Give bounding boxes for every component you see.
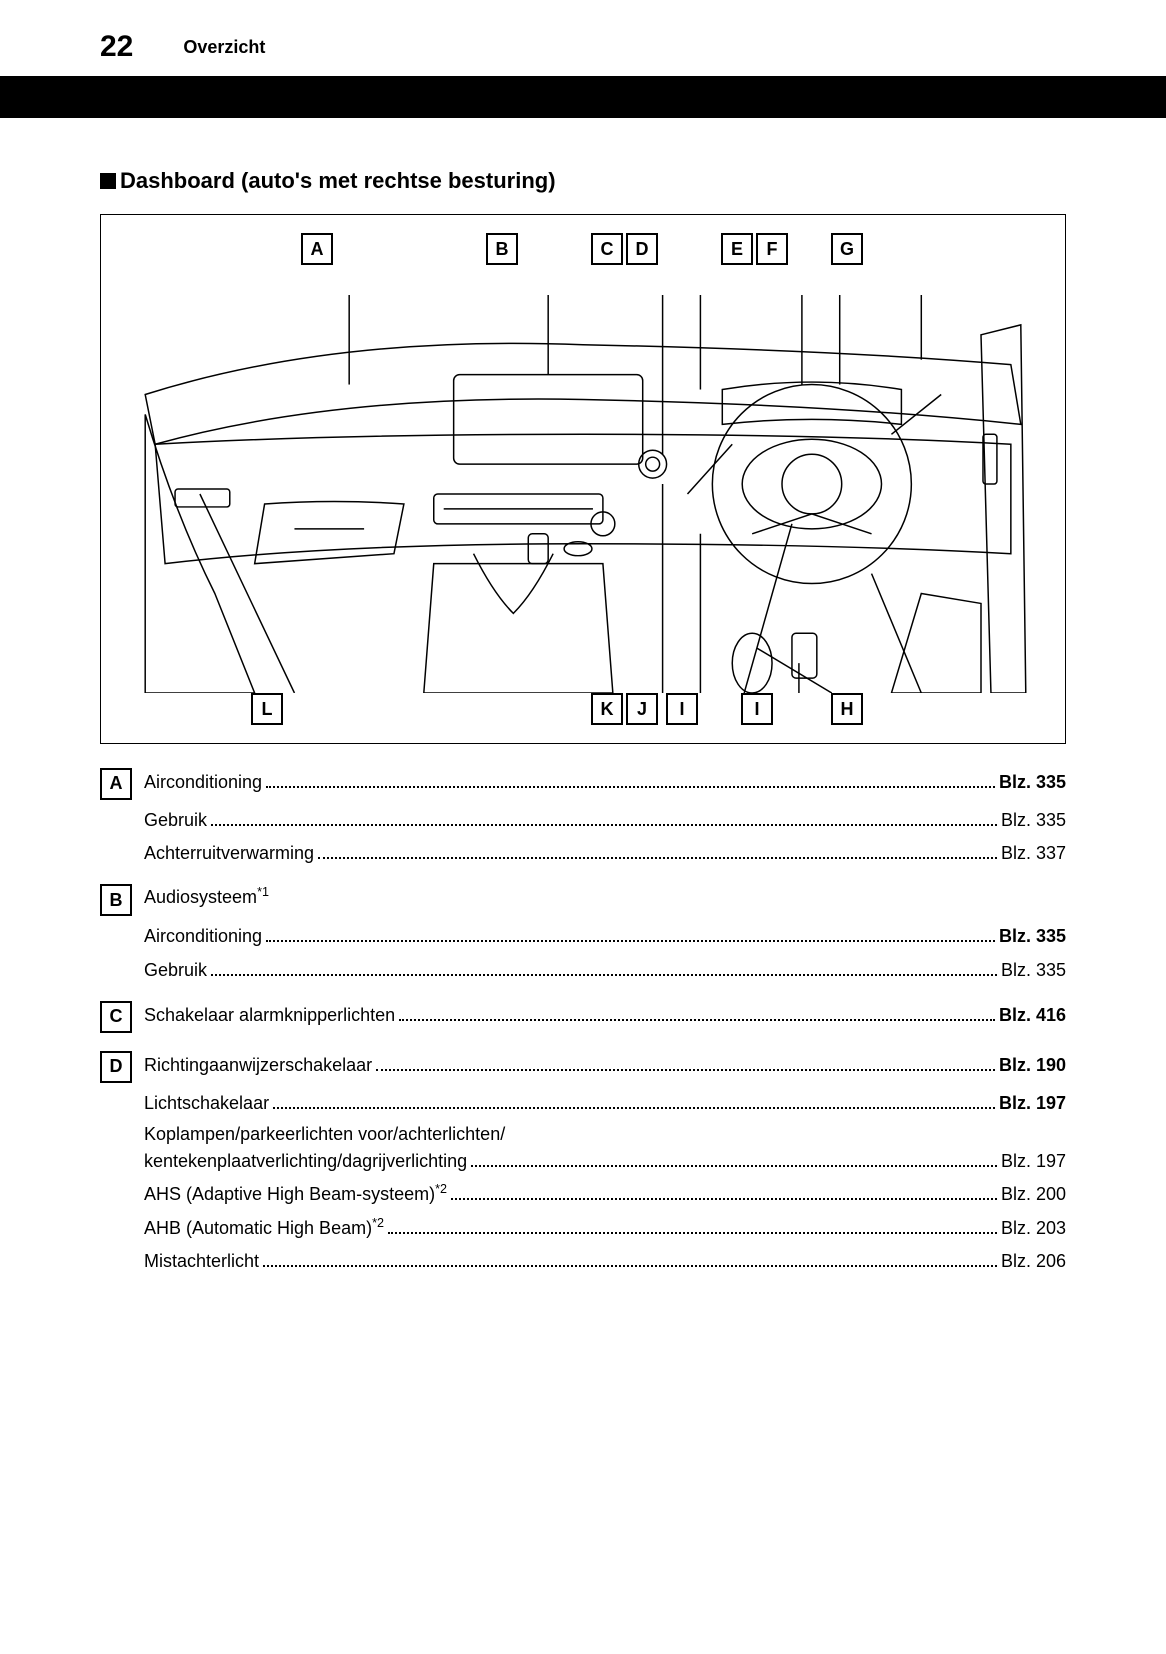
letter-box-b: B xyxy=(100,884,132,916)
index-entry: C Schakelaar alarmknipperlichten Blz. 416 xyxy=(100,1001,1066,1033)
page-ref: Blz. 335 xyxy=(1001,958,1066,983)
index-entry: Koplampen/parkeerlichten voor/achterlich… xyxy=(100,1122,1066,1174)
entry-name: Gebruik xyxy=(144,958,207,983)
callout-h-b5: H xyxy=(831,693,863,725)
leader-dots xyxy=(376,1051,995,1071)
callout-l-b0: L xyxy=(251,693,283,725)
index-entry: AHB (Automatic High Beam)*2 Blz. 203 xyxy=(100,1214,1066,1241)
page-ref: Blz. 200 xyxy=(1001,1182,1066,1207)
callout-b: B xyxy=(486,233,518,265)
entry-name: Koplampen/parkeerlichten voor/achterlich… xyxy=(144,1122,1066,1147)
footnote-ref: *1 xyxy=(257,885,269,899)
leader-dots xyxy=(266,922,995,942)
index-entry: Mistachterlicht Blz. 206 xyxy=(100,1247,1066,1274)
index-entry: AHS (Adaptive High Beam-systeem)*2 Blz. 2… xyxy=(100,1180,1066,1207)
entry-name: Audiosysteem*1 xyxy=(144,884,269,910)
index-entry: B Audiosysteem*1 xyxy=(100,884,1066,916)
page-number: 22 xyxy=(100,30,133,64)
entry-name: Lichtschakelaar xyxy=(144,1091,269,1116)
callout-j-b2: J xyxy=(626,693,658,725)
page-ref: Blz. 197 xyxy=(1001,1149,1066,1174)
callout-k-b1: K xyxy=(591,693,623,725)
dashboard-diagram: ABCDEFGLKJIIH xyxy=(100,214,1066,744)
entry-name: Mistachterlicht xyxy=(144,1249,259,1274)
index-entry: Gebruik Blz. 335 xyxy=(100,806,1066,833)
square-bullet-icon xyxy=(100,173,116,189)
index-entry: Achterruitverwarming Blz. 337 xyxy=(100,839,1066,866)
index-entry: Lichtschakelaar Blz. 197 xyxy=(100,1089,1066,1116)
header-section-title: Overzicht xyxy=(183,37,265,58)
callout-c: C xyxy=(591,233,623,265)
callout-e: E xyxy=(721,233,753,265)
index-entry: D Richtingaanwijzerschakelaar Blz. 190 xyxy=(100,1051,1066,1083)
leader-dots xyxy=(388,1214,997,1234)
index-list: AAirconditioningBlz. 335GebruikBlz. 335A… xyxy=(100,768,1066,1274)
leader-dots xyxy=(266,768,995,788)
leader-dots xyxy=(451,1180,997,1200)
footnote-ref: *2 xyxy=(435,1182,447,1196)
letter-box-c: C xyxy=(100,1001,132,1033)
section-title: Dashboard (auto's met rechtse besturing) xyxy=(100,168,1066,194)
letter-box-a: A xyxy=(100,768,132,800)
page-ref: Blz. 335 xyxy=(999,924,1066,949)
page-ref: Blz. 203 xyxy=(1001,1216,1066,1241)
entry-name: AHS (Adaptive High Beam-systeem)*2 xyxy=(144,1181,447,1207)
entry-name: Airconditioning xyxy=(144,770,262,795)
index-entry: A Airconditioning Blz. 335 xyxy=(100,768,1066,800)
entry-name: Schakelaar alarmknipperlichten xyxy=(144,1003,395,1028)
entry-name: kentekenplaatverlichting/dagrijverlichti… xyxy=(144,1149,467,1174)
callout-f: F xyxy=(756,233,788,265)
footnote-ref: *2 xyxy=(372,1216,384,1230)
section-title-text: Dashboard (auto's met rechtse besturing) xyxy=(120,168,556,194)
index-entry: Airconditioning Blz. 335 xyxy=(100,922,1066,949)
callout-a: A xyxy=(301,233,333,265)
page-ref: Blz. 190 xyxy=(999,1053,1066,1078)
page-ref: Blz. 337 xyxy=(1001,841,1066,866)
callout-d: D xyxy=(626,233,658,265)
header-bar xyxy=(0,76,1166,118)
entry-name: Gebruik xyxy=(144,808,207,833)
entry-name: Airconditioning xyxy=(144,924,262,949)
page-ref: Blz. 335 xyxy=(999,770,1066,795)
index-entry: Gebruik Blz. 335 xyxy=(100,956,1066,983)
entry-name: Richtingaanwijzerschakelaar xyxy=(144,1053,372,1078)
page-ref: Blz. 335 xyxy=(1001,808,1066,833)
page-ref: Blz. 206 xyxy=(1001,1249,1066,1274)
callout-i-b4: I xyxy=(741,693,773,725)
leader-dots xyxy=(399,1001,995,1021)
letter-box-d: D xyxy=(100,1051,132,1083)
leader-dots xyxy=(273,1089,995,1109)
dashboard-sketch-icon xyxy=(131,295,1035,693)
leader-dots xyxy=(211,956,997,976)
page-ref: Blz. 197 xyxy=(999,1091,1066,1116)
leader-dots xyxy=(211,806,997,826)
leader-dots xyxy=(318,839,997,859)
page-ref: Blz. 416 xyxy=(999,1003,1066,1028)
entry-name: AHB (Automatic High Beam)*2 xyxy=(144,1215,384,1241)
leader-dots xyxy=(263,1247,997,1267)
callout-i-b3: I xyxy=(666,693,698,725)
callout-g: G xyxy=(831,233,863,265)
entry-name: Achterruitverwarming xyxy=(144,841,314,866)
leader-dots xyxy=(471,1147,997,1167)
